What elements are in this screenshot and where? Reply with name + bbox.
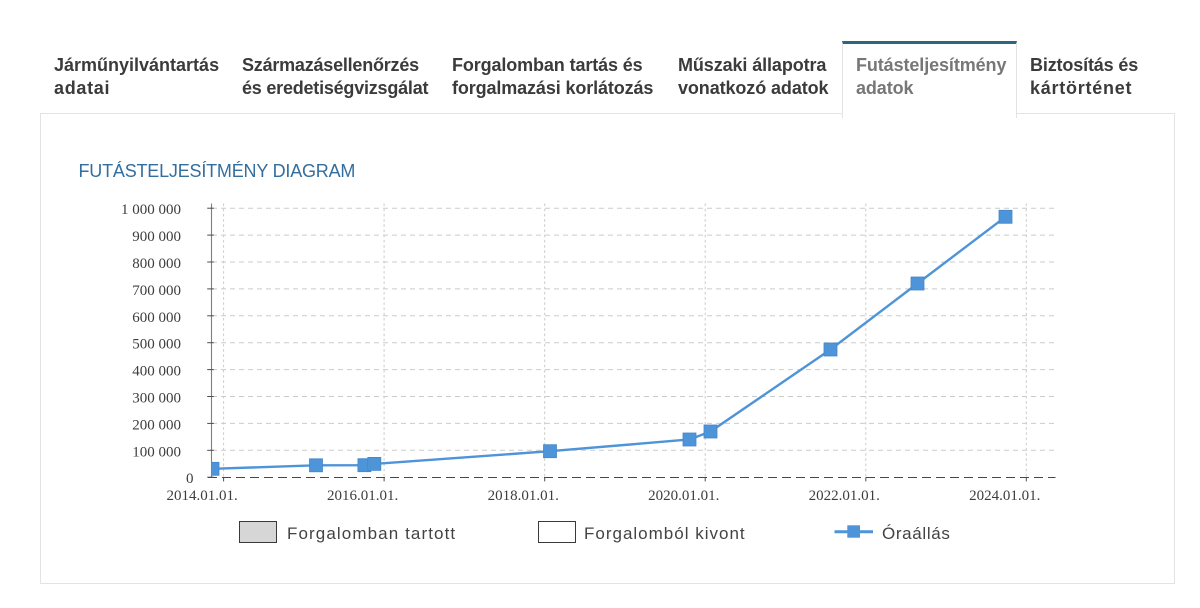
svg-text:700 000: 700 000: [132, 283, 181, 299]
svg-text:200 000: 200 000: [132, 417, 181, 433]
svg-text:900 000: 900 000: [132, 229, 181, 245]
svg-text:800 000: 800 000: [132, 256, 181, 272]
svg-text:0: 0: [186, 471, 194, 487]
svg-text:2018.01.01.: 2018.01.01.: [488, 488, 559, 504]
svg-text:2014.01.01.: 2014.01.01.: [166, 488, 237, 504]
svg-text:2024.01.01.: 2024.01.01.: [969, 488, 1040, 504]
svg-text:500 000: 500 000: [132, 337, 181, 353]
svg-text:600 000: 600 000: [132, 310, 181, 326]
svg-text:2020.01.01.: 2020.01.01.: [648, 488, 719, 504]
svg-text:2016.01.01.: 2016.01.01.: [327, 488, 398, 504]
svg-text:400 000: 400 000: [132, 364, 181, 380]
svg-text:1 000 000: 1 000 000: [121, 202, 181, 218]
svg-text:100 000: 100 000: [132, 444, 181, 460]
svg-text:300 000: 300 000: [132, 391, 181, 407]
svg-text:2022.01.01.: 2022.01.01.: [809, 488, 880, 504]
